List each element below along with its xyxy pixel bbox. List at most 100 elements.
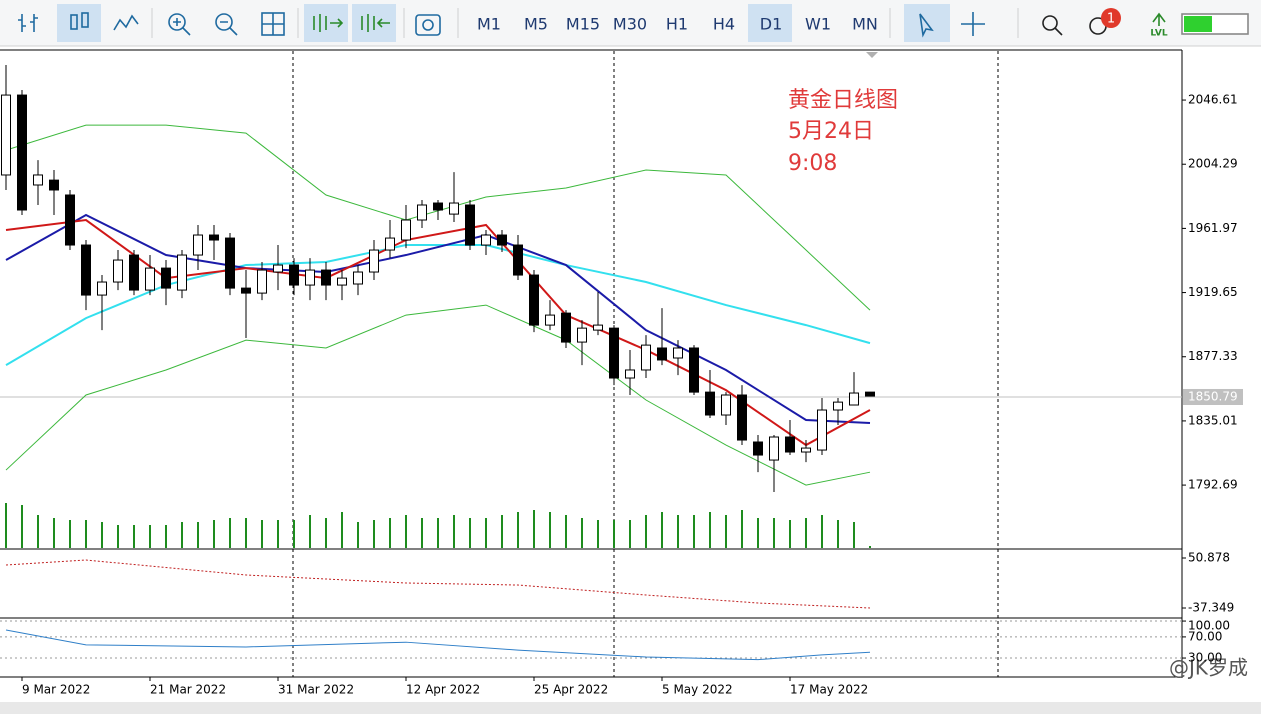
- candle-body: [833, 401, 843, 411]
- candle-body: [657, 347, 667, 361]
- candle-body: [529, 274, 539, 326]
- candle-body: [753, 441, 763, 456]
- zoom-in-button[interactable]: [168, 13, 186, 31]
- lvl-icon[interactable]: [1152, 12, 1166, 26]
- y-tick-label: -37.349: [1188, 601, 1234, 615]
- y-tick-label: 1919.65: [1188, 285, 1238, 299]
- x-tick-label: 31 Mar 2022: [278, 683, 354, 697]
- indicator-line: [5, 559, 871, 609]
- candle-body: [321, 269, 331, 286]
- x-tick-label: 9 Mar 2022: [22, 683, 90, 697]
- y-tick-label: 1961.97: [1188, 221, 1238, 235]
- candle-body: [385, 237, 395, 251]
- candle-body: [17, 94, 27, 211]
- candle-body: [353, 271, 363, 285]
- candle-icon: [81, 12, 89, 28]
- annotation: 9:08: [788, 151, 837, 176]
- shift-marker: [866, 52, 878, 58]
- candle-body: [817, 409, 827, 451]
- bar-chart-button[interactable]: [18, 14, 38, 32]
- zoom-out-button[interactable]: [215, 13, 233, 31]
- candle-body: [577, 327, 587, 343]
- timeframe-button[interactable]: MN: [852, 15, 878, 34]
- candle-body: [801, 447, 811, 453]
- candle-body: [545, 314, 555, 326]
- candle-body: [769, 436, 779, 461]
- x-tick-label: 12 Apr 2022: [406, 683, 480, 697]
- screenshot-button[interactable]: [415, 14, 441, 36]
- timeframe-button[interactable]: M15: [566, 15, 600, 34]
- candle-body: [225, 237, 235, 289]
- level-meter-fill: [1184, 16, 1212, 32]
- candle-body: [689, 347, 699, 393]
- search-button[interactable]: [1042, 15, 1058, 31]
- candle-body: [561, 312, 571, 343]
- x-tick-label: 21 Mar 2022: [150, 683, 226, 697]
- candle-body: [33, 174, 43, 186]
- y-tick-label: 100.00: [1188, 619, 1230, 633]
- candle-body: [369, 249, 379, 273]
- candle-body: [177, 254, 187, 291]
- y-tick-label: 2046.61: [1188, 93, 1238, 107]
- notification-badge: [1101, 8, 1121, 28]
- timeframe-button[interactable]: M30: [613, 15, 647, 34]
- y-tick-label: 1792.69: [1188, 478, 1238, 492]
- toolbar-separators: [151, 8, 1019, 38]
- timeframe-button[interactable]: W1: [805, 15, 831, 34]
- candle-body: [673, 347, 683, 359]
- candle-body: [481, 234, 491, 246]
- current-price-box: [1183, 388, 1243, 405]
- timeframe-button[interactable]: M5: [524, 15, 548, 34]
- timeframe-button[interactable]: H4: [713, 15, 735, 34]
- timeframe-button[interactable]: M1: [477, 15, 501, 34]
- timeframe-button[interactable]: H1: [666, 15, 688, 34]
- x-tick-label: 5 May 2022: [662, 683, 733, 697]
- toolbar-icons: [18, 4, 1249, 42]
- candle-body: [497, 234, 507, 246]
- x-tick-label: 17 May 2022: [790, 683, 868, 697]
- candle-body: [209, 234, 219, 241]
- indicator-line: [5, 629, 871, 661]
- candle-body: [193, 234, 203, 256]
- overlay-line: [5, 213, 871, 425]
- candle-body: [417, 204, 427, 221]
- crosshair-button[interactable]: [961, 12, 985, 36]
- candle-body: [433, 202, 443, 211]
- active-timeframe-bg: [748, 4, 792, 42]
- annotation: 黄金日线图: [788, 88, 898, 113]
- candle-body: [785, 436, 795, 453]
- notification-count: 1: [1107, 12, 1115, 27]
- annotation: 5月24日: [788, 119, 874, 144]
- candle-body: [161, 267, 171, 289]
- candle-body: [849, 392, 859, 406]
- candle-body: [465, 204, 475, 246]
- cursor-icon: [919, 13, 934, 38]
- y-tick-label: 30.00: [1188, 651, 1222, 665]
- candle-body: [721, 394, 731, 416]
- candle-body: [593, 324, 603, 331]
- candle-body: [113, 259, 123, 283]
- timeframe-button[interactable]: D1: [760, 15, 783, 34]
- candle-body: [1, 94, 11, 176]
- candle-body: [609, 327, 619, 379]
- y-tick-label: 70.00: [1188, 629, 1222, 643]
- candle-body: [513, 244, 523, 276]
- candle-body: [97, 281, 107, 296]
- candle-button-active[interactable]: [57, 4, 101, 42]
- candle-body: [705, 391, 715, 416]
- candle-body: [65, 194, 75, 246]
- candle-body: [737, 394, 747, 441]
- candle-body: [49, 179, 59, 191]
- candle-body: [401, 219, 411, 241]
- candle-body: [289, 264, 299, 286]
- y-tick-label: 1877.33: [1188, 349, 1238, 363]
- overlay-line: [5, 124, 871, 311]
- candle-body: [81, 244, 91, 296]
- candle-body: [305, 269, 315, 286]
- y-tick-label: 50.878: [1188, 551, 1230, 565]
- line-chart-button[interactable]: [113, 14, 139, 31]
- candle-body: [145, 267, 155, 291]
- candle-body: [337, 277, 347, 286]
